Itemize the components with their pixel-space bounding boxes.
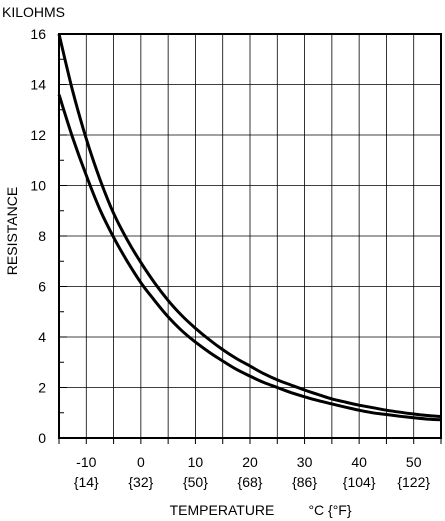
y-tick-label: 14 bbox=[30, 77, 46, 93]
x-axis-title: TEMPERATURE bbox=[170, 502, 275, 518]
y-tick-label: 12 bbox=[30, 127, 46, 143]
y-tick-label: 0 bbox=[38, 430, 46, 446]
lower-limit-curve bbox=[57, 94, 442, 422]
x-tick-label-fahrenheit: {32} bbox=[128, 474, 153, 490]
x-tick-label-fahrenheit: {104} bbox=[343, 474, 376, 490]
curves bbox=[57, 33, 442, 422]
x-tick-label-fahrenheit: {68} bbox=[238, 474, 263, 490]
x-tick-label-celsius: 20 bbox=[242, 454, 258, 470]
y-tick-label: 8 bbox=[38, 228, 46, 244]
x-axis-unit: °C {°F} bbox=[308, 502, 351, 518]
y-tick-label: 16 bbox=[30, 26, 46, 42]
y-tick-label: 10 bbox=[30, 178, 46, 194]
x-tick-label-celsius: 50 bbox=[406, 454, 422, 470]
x-tick-label-celsius: 0 bbox=[137, 454, 145, 470]
x-tick-label-fahrenheit: {14} bbox=[74, 474, 99, 490]
y-tick-label: 2 bbox=[38, 380, 46, 396]
x-tick-label-celsius: 30 bbox=[297, 454, 313, 470]
x-tick-label-celsius: 40 bbox=[351, 454, 367, 470]
x-tick-label-fahrenheit: {122} bbox=[397, 474, 430, 490]
y-axis-title: RESISTANCE bbox=[4, 187, 20, 275]
y-axis-unit-label: KILOHMS bbox=[2, 4, 65, 20]
grid-lines bbox=[58, 33, 442, 439]
y-tick-label: 6 bbox=[38, 279, 46, 295]
x-tick-label-fahrenheit: {50} bbox=[183, 474, 208, 490]
x-tick-label-fahrenheit: {86} bbox=[292, 474, 317, 490]
upper-limit-curve bbox=[57, 33, 442, 418]
tick-labels: 0 2 4 6 8 10 12 14 16 -10 {14} 0 {32} 10 {50} 20 {68} 30 {… bbox=[30, 26, 430, 490]
x-tick-label-celsius: -10 bbox=[76, 454, 96, 470]
x-tick-label-celsius: 10 bbox=[188, 454, 204, 470]
plot-frame bbox=[58, 33, 442, 439]
y-tick-label: 4 bbox=[38, 329, 46, 345]
